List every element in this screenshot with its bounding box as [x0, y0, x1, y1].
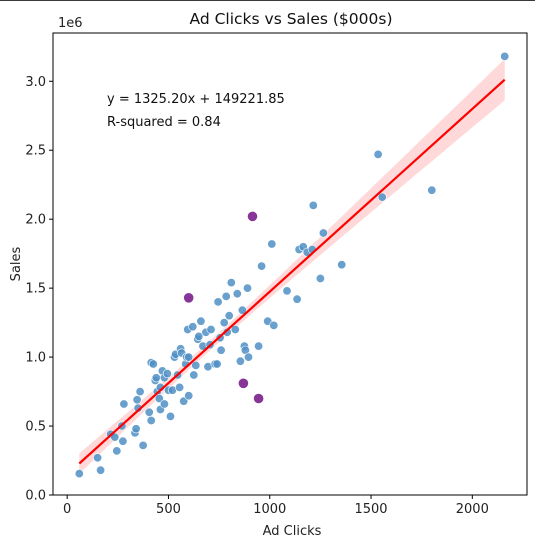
data-point	[93, 453, 103, 463]
data-point	[222, 327, 232, 337]
data-point	[112, 446, 122, 456]
data-point	[118, 436, 128, 446]
fit-line	[78, 78, 506, 465]
data-point	[377, 192, 387, 202]
outlier-point	[247, 211, 258, 222]
x-tick-label: 0	[63, 502, 71, 517]
data-point	[189, 370, 199, 380]
data-point	[500, 51, 510, 61]
data-point	[162, 369, 172, 379]
data-point	[267, 239, 277, 249]
data-point	[148, 359, 158, 369]
y-tick-label: 2.5	[25, 144, 46, 159]
data-point	[196, 316, 206, 326]
fit-line-layer	[78, 78, 506, 465]
data-point	[184, 391, 194, 401]
data-point	[138, 440, 148, 450]
data-point	[292, 294, 302, 304]
data-point	[212, 359, 222, 369]
data-point	[235, 356, 245, 366]
data-point	[175, 382, 185, 392]
data-point	[308, 200, 318, 210]
data-point	[188, 322, 198, 332]
y-tick-label: 2.0	[25, 213, 46, 228]
data-point	[315, 273, 325, 283]
data-point	[254, 341, 264, 351]
data-point	[224, 311, 234, 321]
data-point	[151, 373, 161, 383]
data-point	[219, 318, 229, 328]
top-border-line	[0, 0, 535, 1]
data-point	[226, 278, 236, 288]
x-tick-label: 1000	[253, 502, 286, 517]
data-point	[159, 399, 169, 409]
data-point	[269, 320, 279, 330]
outlier-point	[253, 393, 264, 404]
x-tick-label: 2000	[456, 502, 489, 517]
data-point	[184, 352, 194, 362]
outlier-point	[238, 378, 249, 389]
y-tick-label: 1.0	[25, 351, 46, 366]
data-point	[221, 291, 231, 301]
data-point	[244, 352, 254, 362]
y-tick-label: 1.5	[25, 282, 46, 297]
data-point	[74, 469, 84, 479]
data-point	[119, 399, 129, 409]
data-point	[154, 393, 164, 403]
confidence-band	[79, 59, 505, 474]
data-point	[263, 316, 273, 326]
data-point	[232, 289, 242, 299]
data-point	[191, 360, 201, 370]
plot-frame	[52, 32, 528, 496]
data-point	[237, 305, 247, 315]
x-axis-label: Ad Clicks	[263, 524, 322, 539]
x-ticks-layer: 0 500 1000 1500 2000	[63, 495, 489, 517]
x-tick-label: 1500	[354, 502, 387, 517]
y-tick-label: 3.0	[25, 75, 46, 90]
data-point	[230, 324, 240, 334]
y-axis-label: Sales	[9, 246, 24, 281]
y-tick-label: 0.5	[25, 420, 46, 435]
data-point	[213, 297, 223, 307]
chart-title: Ad Clicks vs Sales ($000s)	[189, 10, 392, 28]
r-squared-annotation: R-squared = 0.84	[107, 115, 221, 130]
confidence-band-layer	[79, 59, 505, 474]
y-offset-label: 1e6	[58, 16, 83, 31]
data-point	[144, 407, 154, 417]
data-point	[194, 331, 204, 341]
y-ticks-layer: 0.0 0.5 1.0 1.5 2.0 2.5 3.0	[25, 75, 53, 504]
data-point	[257, 261, 267, 271]
data-point	[216, 345, 226, 355]
data-point	[373, 149, 383, 159]
data-point	[337, 260, 347, 270]
data-point	[166, 411, 176, 421]
data-point	[146, 415, 156, 425]
data-point	[131, 424, 141, 434]
data-point	[318, 228, 328, 238]
y-tick-label: 0.0	[25, 489, 46, 504]
data-point	[206, 324, 216, 334]
x-tick-label: 500	[156, 502, 181, 517]
data-point	[427, 185, 437, 195]
data-point	[96, 465, 106, 475]
data-point	[282, 286, 292, 296]
outlier-point	[183, 293, 194, 303]
data-point	[243, 283, 253, 293]
equation-annotation: y = 1325.20x + 149221.85	[107, 92, 285, 107]
data-point	[135, 387, 145, 397]
data-point	[132, 395, 142, 405]
